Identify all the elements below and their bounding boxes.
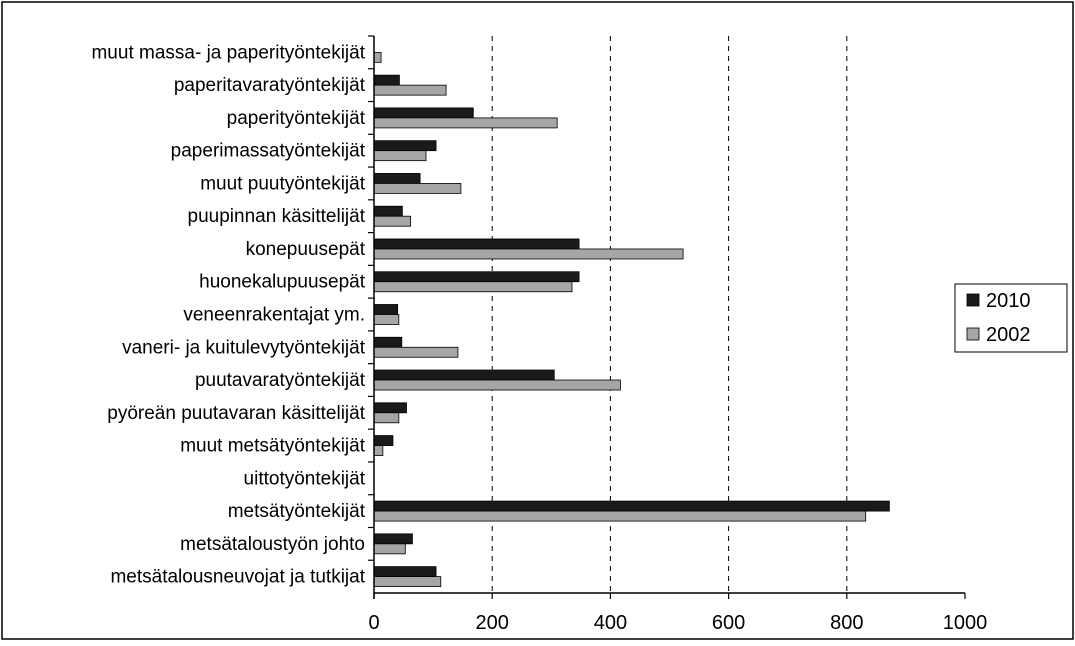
category-label: paperimassatyöntekijät	[171, 141, 366, 162]
bar-2002	[373, 117, 558, 129]
category-label: muut massa- ja paperityöntekijät	[91, 42, 365, 63]
x-tick-label: 0	[368, 612, 379, 634]
x-tick-label: 600	[712, 612, 745, 634]
bar-2010	[373, 336, 403, 348]
category-label: metsätaloustyön johto	[180, 534, 365, 555]
bar-2002	[373, 215, 412, 227]
category-label: uittotyöntekijät	[244, 468, 366, 489]
bar-2002	[373, 510, 867, 522]
grid-lines	[491, 36, 848, 593]
bar-2010	[373, 271, 580, 283]
bar-2002	[373, 51, 382, 63]
bars	[373, 51, 890, 588]
bar-2010	[373, 566, 437, 578]
bar-2002	[373, 150, 427, 162]
bar-2010	[373, 74, 400, 86]
bar-2010	[373, 435, 394, 446]
category-label: huonekalupuusepät	[199, 272, 366, 293]
bar-2010	[373, 533, 413, 545]
bar-2002	[373, 346, 459, 358]
category-label: konepuusepät	[246, 239, 366, 260]
bar-2010	[373, 402, 407, 414]
bar-2010	[373, 304, 399, 315]
category-label: paperitavaratyöntekijät	[174, 75, 366, 96]
x-tick-label: 200	[476, 612, 509, 634]
category-label: metsätalousneuvojat ja tutkijat	[110, 567, 365, 588]
category-label: paperityöntekijät	[227, 108, 366, 129]
bar-2002	[373, 379, 621, 391]
category-label: metsätyöntekijät	[228, 501, 366, 522]
category-label: vaneri- ja kuitulevytyöntekijät	[122, 337, 366, 358]
category-label: muut metsätyöntekijät	[180, 436, 366, 457]
bar-2002	[373, 84, 447, 96]
bar-2010	[373, 238, 580, 250]
x-tick-label: 1000	[943, 612, 988, 634]
bar-2010	[373, 173, 421, 184]
bar-2002	[373, 183, 462, 194]
bar-2002	[373, 543, 406, 555]
bar-2002	[373, 248, 684, 260]
bar-2002	[373, 412, 400, 424]
bar-2002	[373, 576, 442, 588]
category-label: veneenrakentajat ym.	[183, 305, 365, 326]
bar-2010	[373, 369, 555, 381]
category-label: puupinnan käsittelijät	[188, 206, 366, 227]
bar-2010	[373, 140, 437, 152]
legend-label-2010: 2010	[986, 290, 1031, 312]
category-labels: muut massa- ja paperityöntekijät paperita…	[91, 35, 374, 588]
category-label: muut puutyöntekijät	[200, 173, 365, 194]
bar-2010	[373, 107, 474, 119]
x-tick-label: 400	[594, 612, 627, 634]
bar-2010	[373, 205, 403, 217]
bar-2002	[373, 314, 400, 325]
x-tick-label: 800	[830, 612, 863, 634]
bar-2002	[373, 445, 384, 456]
bar-2010	[373, 500, 890, 512]
legend-swatch-2002	[966, 327, 980, 341]
x-tick-labels: 0 200 400 600 800 1000	[368, 593, 987, 634]
category-label: puutavaratyöntekijät	[195, 370, 366, 391]
legend-label-2002: 2002	[986, 324, 1031, 346]
legend: 2010 2002	[954, 283, 1068, 353]
bar-2002	[373, 281, 573, 293]
category-label: pyöreän puutavaran käsittelijät	[107, 403, 365, 424]
legend-swatch-2010	[966, 293, 980, 307]
